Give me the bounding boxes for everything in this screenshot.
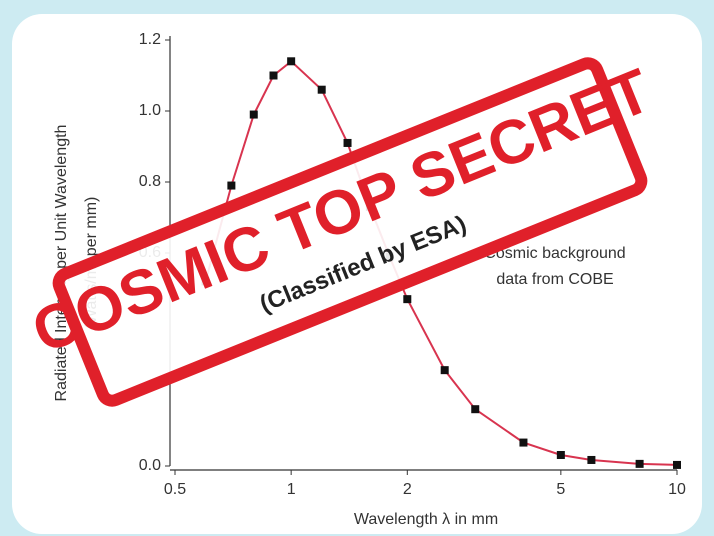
annotation: Cosmic background [484,245,625,262]
data-point [587,455,596,464]
x-tick-label: 2 [403,481,412,498]
stamp-border [52,57,648,407]
data-point [556,450,565,459]
x-tick-label: 1 [287,481,296,498]
data-point [471,405,480,414]
x-axis-title: Wavelength λ in mm [354,511,498,528]
x-tick-label: 10 [668,481,686,498]
y-tick-label: 1.2 [139,31,161,48]
data-point [635,459,644,468]
data-point [343,138,352,147]
data-point [440,366,449,375]
data-point [317,85,326,94]
x-tick-label: 0.5 [164,481,186,498]
data-point [519,438,528,447]
y-tick-label: 0.0 [139,457,161,474]
data-point [269,71,278,80]
y-axis-title: Radiated Intensity per Unit Wavelength [53,125,70,402]
y-tick-label: 0.8 [139,173,161,190]
data-point [403,295,412,304]
y-tick-label: 1.0 [139,102,161,119]
x-tick-label: 5 [556,481,565,498]
data-point [249,110,258,119]
data-point [673,460,681,469]
annotation: data from COBE [496,271,613,288]
data-point [287,57,296,66]
data-point [227,181,236,190]
